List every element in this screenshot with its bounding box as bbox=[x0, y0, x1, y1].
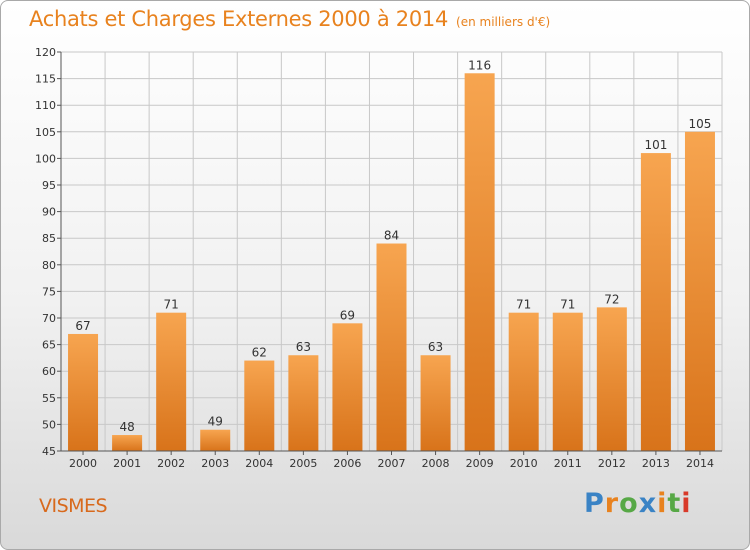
bar bbox=[552, 312, 583, 451]
bar bbox=[640, 153, 671, 451]
bar bbox=[288, 355, 319, 451]
data-label: 71 bbox=[516, 298, 531, 312]
y-tick-label: 65 bbox=[42, 339, 56, 352]
data-label: 71 bbox=[164, 298, 179, 312]
data-label: 116 bbox=[468, 58, 491, 72]
bar bbox=[200, 429, 231, 451]
y-tick-label: 110 bbox=[35, 99, 56, 112]
bars: 67 48 71 49 62 63 69 84 63 116 71 71 72 101 105 bbox=[68, 58, 715, 452]
x-tick-label: 2003 bbox=[201, 457, 229, 470]
data-label: 71 bbox=[560, 298, 575, 312]
data-label: 105 bbox=[689, 117, 712, 131]
bar bbox=[156, 312, 187, 451]
y-tick-label: 50 bbox=[42, 418, 56, 431]
chart-title-text: Achats et Charges Externes 2000 à 2014 bbox=[29, 7, 449, 31]
data-label: 63 bbox=[296, 340, 311, 354]
x-tick-label: 2011 bbox=[554, 457, 582, 470]
bar bbox=[68, 333, 99, 451]
bar bbox=[332, 323, 363, 451]
bar bbox=[464, 73, 495, 451]
data-label: 49 bbox=[208, 415, 223, 429]
y-tick-label: 90 bbox=[42, 206, 56, 219]
chart-subtitle: (en milliers d'€) bbox=[456, 15, 551, 29]
y-tick-label: 120 bbox=[35, 46, 56, 59]
data-label: 67 bbox=[75, 319, 90, 333]
y-tick-label: 45 bbox=[42, 445, 56, 458]
logo-letter: i bbox=[681, 488, 692, 519]
x-tick-label: 2002 bbox=[157, 457, 185, 470]
x-tick-label: 2014 bbox=[686, 457, 714, 470]
x-tick-label: 2008 bbox=[422, 457, 450, 470]
axes: 45 50 55 60 65 70 75 80 85 90 95 100 105 110 115 120 200… bbox=[35, 46, 722, 470]
bar bbox=[596, 307, 627, 451]
x-tick-label: 2013 bbox=[642, 457, 670, 470]
x-tick-label: 2005 bbox=[289, 457, 317, 470]
logo-letter: t bbox=[667, 488, 682, 519]
bar bbox=[508, 312, 539, 451]
logo-letter: r bbox=[604, 488, 620, 519]
proxiti-logo[interactable]: Proxiti bbox=[584, 488, 692, 519]
y-tick-label: 105 bbox=[35, 126, 56, 139]
data-label: 72 bbox=[604, 292, 619, 306]
x-tick-label: 2012 bbox=[598, 457, 626, 470]
x-tick-label: 2010 bbox=[510, 457, 538, 470]
x-tick-label: 2001 bbox=[113, 457, 141, 470]
chart-title: Achats et Charges Externes 2000 à 2014 (e… bbox=[29, 7, 550, 31]
x-tick-label: 2006 bbox=[333, 457, 361, 470]
y-tick-label: 60 bbox=[42, 365, 56, 378]
data-label: 48 bbox=[119, 420, 134, 434]
bar bbox=[420, 355, 451, 451]
y-tick-label: 115 bbox=[35, 73, 56, 86]
y-tick-label: 85 bbox=[42, 232, 56, 245]
x-tick-label: 2000 bbox=[69, 457, 97, 470]
data-label: 84 bbox=[384, 229, 399, 243]
logo-letter: o bbox=[619, 488, 639, 519]
y-tick-label: 55 bbox=[42, 392, 56, 405]
y-tick-label: 95 bbox=[42, 179, 56, 192]
bar bbox=[112, 435, 143, 451]
logo-letter: i bbox=[657, 488, 668, 519]
y-tick-label: 70 bbox=[42, 312, 56, 325]
data-label: 63 bbox=[428, 340, 443, 354]
bar bbox=[244, 360, 275, 451]
data-label: 69 bbox=[340, 308, 355, 322]
region-name: VISMES bbox=[39, 495, 108, 517]
bar bbox=[684, 131, 715, 452]
x-tick-label: 2007 bbox=[378, 457, 406, 470]
data-label: 62 bbox=[252, 346, 267, 360]
bar bbox=[376, 243, 407, 451]
x-tick-label: 2004 bbox=[245, 457, 273, 470]
logo-letter: x bbox=[638, 488, 658, 519]
data-label: 101 bbox=[644, 138, 667, 152]
y-tick-label: 80 bbox=[42, 259, 56, 272]
logo-letter: P bbox=[584, 488, 605, 519]
x-tick-label: 2009 bbox=[466, 457, 494, 470]
y-tick-label: 100 bbox=[35, 152, 56, 165]
y-tick-label: 75 bbox=[42, 285, 56, 298]
